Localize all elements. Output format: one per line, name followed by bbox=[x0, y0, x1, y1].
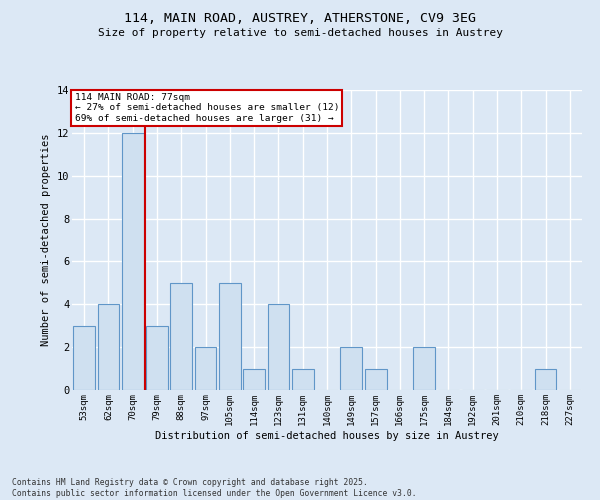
Bar bbox=[535, 368, 556, 390]
Bar bbox=[243, 368, 265, 390]
Bar bbox=[268, 304, 289, 390]
X-axis label: Distribution of semi-detached houses by size in Austrey: Distribution of semi-detached houses by … bbox=[155, 430, 499, 440]
Y-axis label: Number of semi-detached properties: Number of semi-detached properties bbox=[41, 134, 51, 346]
Text: Size of property relative to semi-detached houses in Austrey: Size of property relative to semi-detach… bbox=[97, 28, 503, 38]
Bar bbox=[170, 283, 192, 390]
Bar bbox=[292, 368, 314, 390]
Bar bbox=[122, 133, 143, 390]
Bar bbox=[194, 347, 217, 390]
Bar bbox=[413, 347, 435, 390]
Bar bbox=[146, 326, 168, 390]
Text: 114 MAIN ROAD: 77sqm
← 27% of semi-detached houses are smaller (12)
69% of semi-: 114 MAIN ROAD: 77sqm ← 27% of semi-detac… bbox=[74, 93, 339, 123]
Text: 114, MAIN ROAD, AUSTREY, ATHERSTONE, CV9 3EG: 114, MAIN ROAD, AUSTREY, ATHERSTONE, CV9… bbox=[124, 12, 476, 26]
Bar bbox=[365, 368, 386, 390]
Text: Contains HM Land Registry data © Crown copyright and database right 2025.
Contai: Contains HM Land Registry data © Crown c… bbox=[12, 478, 416, 498]
Bar bbox=[73, 326, 95, 390]
Bar bbox=[97, 304, 119, 390]
Bar bbox=[219, 283, 241, 390]
Bar bbox=[340, 347, 362, 390]
